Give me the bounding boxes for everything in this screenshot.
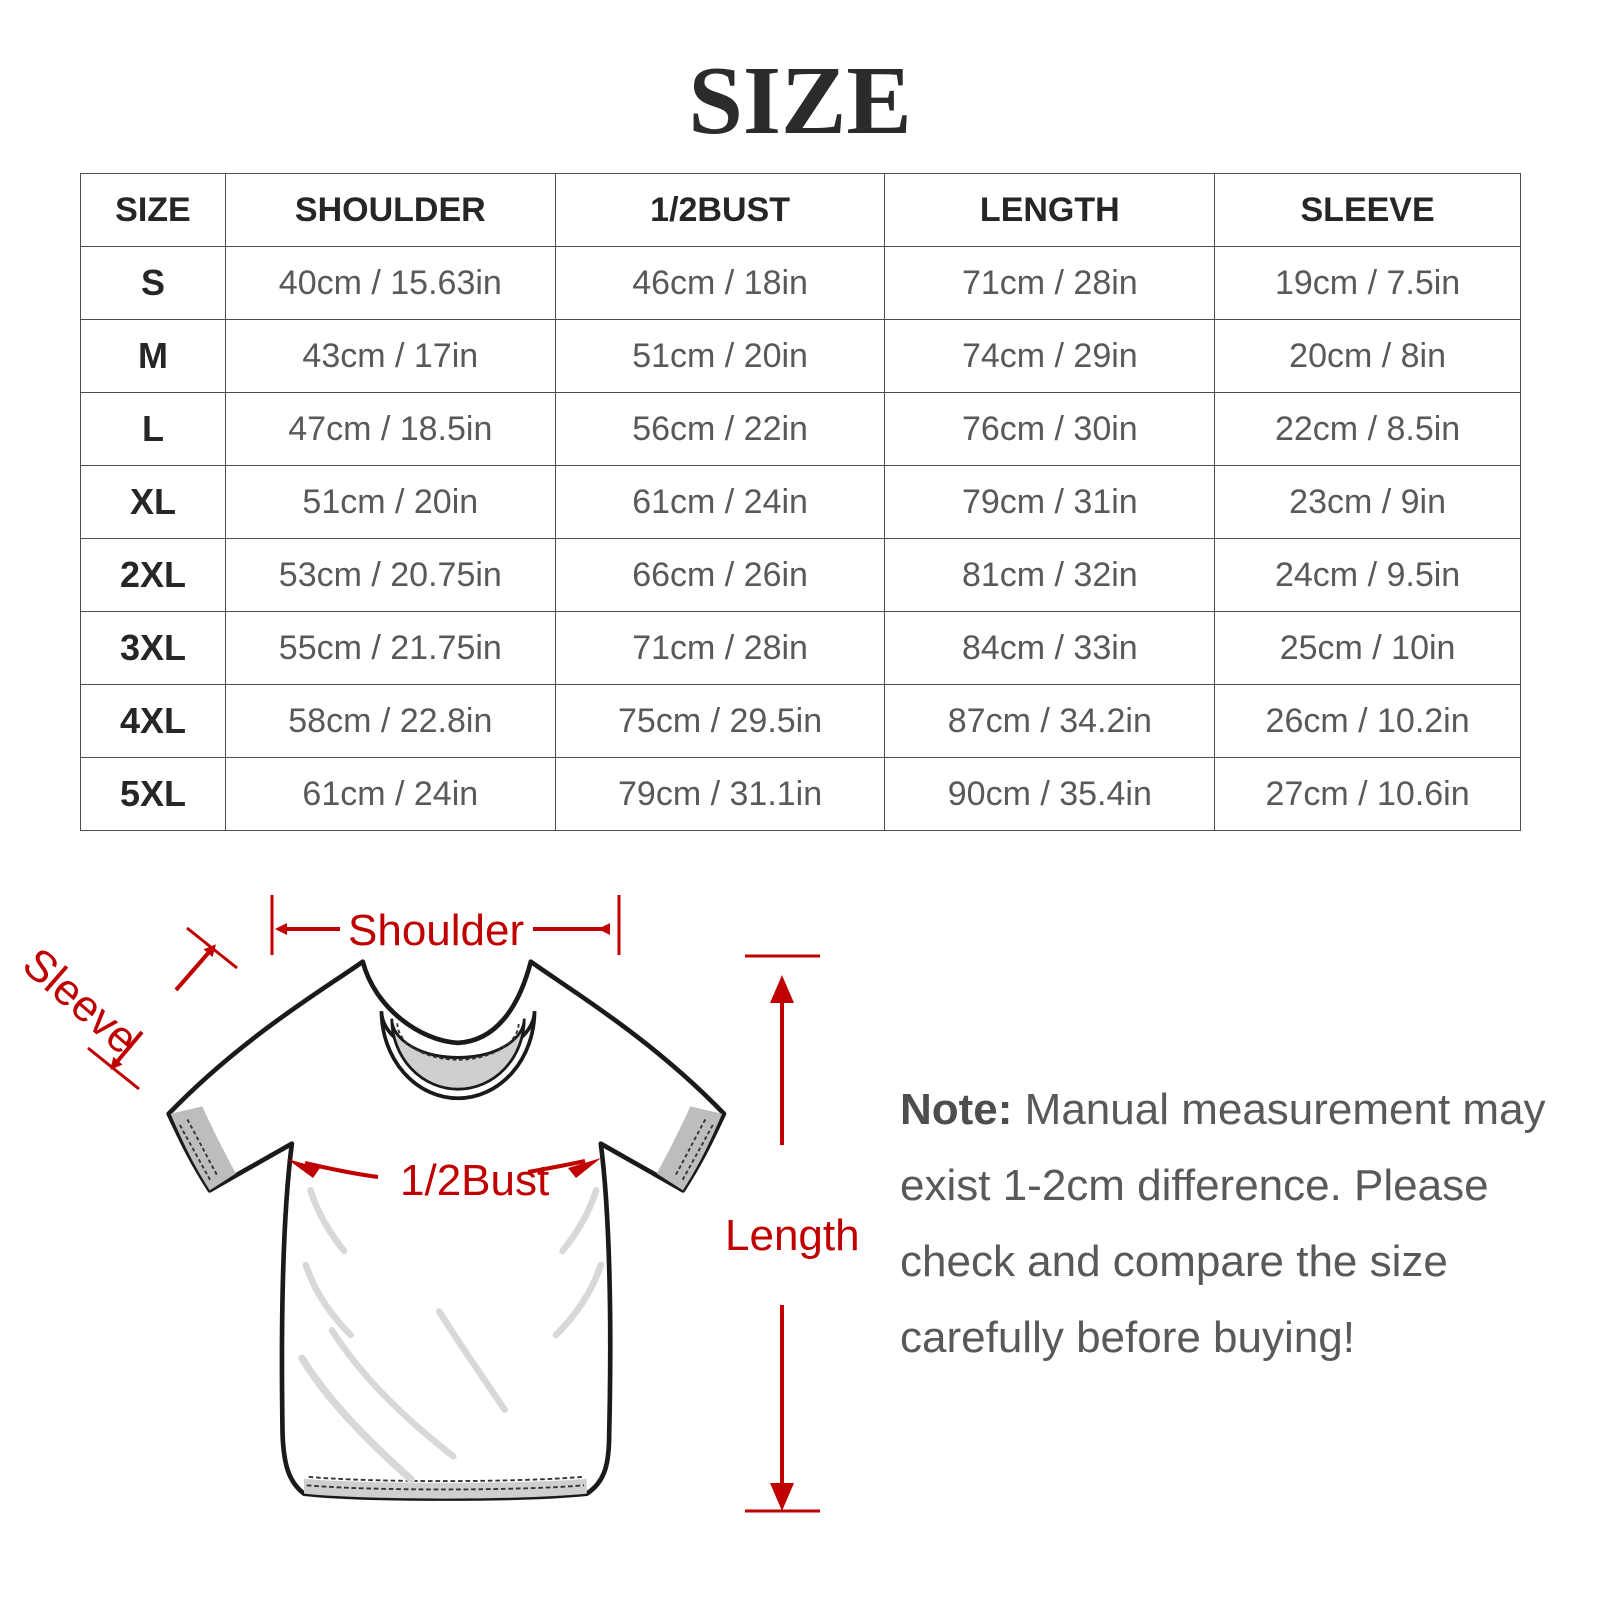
- svg-text:Sleeve: Sleeve: [13, 939, 147, 1064]
- svg-text:Length: Length: [725, 1211, 860, 1260]
- svg-text:1/2Bust: 1/2Bust: [400, 1156, 549, 1205]
- svg-text:Shoulder: Shoulder: [348, 906, 524, 955]
